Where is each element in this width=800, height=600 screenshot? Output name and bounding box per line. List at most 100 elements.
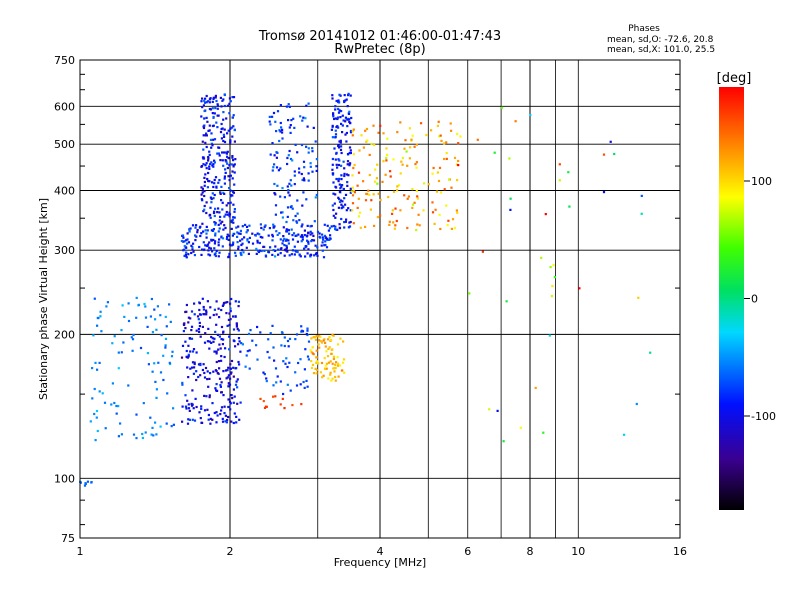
data-point	[233, 232, 236, 235]
data-point	[318, 232, 321, 235]
data-point	[228, 112, 231, 115]
data-point	[146, 352, 149, 355]
data-point	[271, 169, 274, 172]
data-point	[150, 297, 153, 301]
data-point	[237, 300, 240, 303]
data-point	[342, 340, 345, 343]
data-point	[386, 137, 389, 140]
data-point	[232, 203, 235, 206]
data-point	[217, 223, 220, 226]
data-point	[181, 383, 184, 386]
data-point	[263, 249, 266, 252]
data-point	[94, 439, 97, 442]
data-point	[234, 315, 237, 318]
data-point	[228, 213, 232, 216]
data-point	[164, 337, 168, 340]
data-point	[181, 344, 185, 347]
data-point	[364, 129, 367, 132]
data-point	[285, 230, 288, 233]
data-point	[457, 159, 460, 163]
data-point	[144, 431, 147, 434]
data-point	[334, 375, 337, 379]
data-point	[198, 330, 201, 333]
data-point	[321, 241, 324, 244]
data-point	[332, 367, 335, 370]
data-point	[288, 149, 291, 153]
data-point	[225, 152, 228, 155]
data-point	[449, 122, 452, 125]
data-point	[135, 316, 138, 319]
data-point	[211, 164, 214, 167]
data-point	[127, 384, 130, 387]
data-point	[347, 94, 350, 97]
data-point	[192, 407, 195, 410]
data-point	[287, 103, 290, 106]
data-point	[231, 155, 234, 158]
data-point	[202, 104, 205, 107]
data-point	[313, 336, 316, 339]
data-point	[188, 230, 191, 233]
data-point	[92, 334, 95, 337]
data-point	[311, 150, 314, 153]
data-point	[190, 310, 194, 313]
data-point	[314, 244, 317, 247]
data-point	[254, 234, 257, 237]
data-point	[201, 222, 204, 225]
data-point	[341, 131, 344, 134]
data-point	[514, 120, 517, 123]
data-point	[336, 343, 340, 346]
data-point	[183, 322, 186, 325]
data-point	[166, 392, 169, 395]
data-point	[310, 240, 313, 243]
data-point	[336, 116, 340, 119]
data-point	[218, 343, 221, 346]
data-point	[324, 236, 328, 239]
data-point	[231, 116, 234, 119]
data-point	[407, 195, 410, 198]
data-point	[200, 407, 203, 410]
data-point	[399, 209, 402, 212]
data-point	[211, 402, 214, 405]
data-point	[276, 375, 279, 378]
data-point	[255, 247, 258, 250]
data-point	[306, 224, 309, 227]
data-point	[224, 347, 227, 350]
data-point	[193, 366, 196, 369]
data-point	[274, 395, 277, 398]
data-point	[236, 241, 239, 244]
data-point	[191, 418, 194, 421]
data-point	[341, 205, 344, 208]
data-point	[343, 172, 346, 175]
data-point	[332, 208, 335, 212]
data-point	[208, 340, 211, 343]
data-point	[362, 146, 365, 149]
data-point	[265, 377, 268, 380]
data-point	[331, 124, 334, 127]
data-point	[202, 363, 205, 366]
data-point	[640, 212, 643, 215]
data-point	[208, 254, 212, 257]
data-point	[312, 239, 316, 242]
data-point	[394, 224, 397, 227]
data-point	[272, 223, 275, 226]
data-point	[198, 321, 201, 324]
data-point	[187, 344, 190, 347]
data-point	[214, 94, 217, 97]
data-point	[192, 348, 196, 351]
data-point	[305, 104, 308, 107]
data-point	[215, 350, 218, 353]
data-point	[344, 220, 347, 223]
data-point	[191, 366, 194, 369]
data-point	[319, 335, 322, 338]
data-point	[91, 367, 94, 370]
data-point	[227, 318, 230, 321]
data-point	[162, 354, 165, 357]
data-point	[224, 420, 227, 423]
data-point	[229, 318, 232, 321]
data-point	[153, 308, 156, 311]
data-point	[248, 367, 251, 370]
data-point	[224, 213, 227, 216]
data-point	[281, 128, 284, 131]
data-point	[135, 413, 138, 416]
data-point	[213, 214, 216, 218]
